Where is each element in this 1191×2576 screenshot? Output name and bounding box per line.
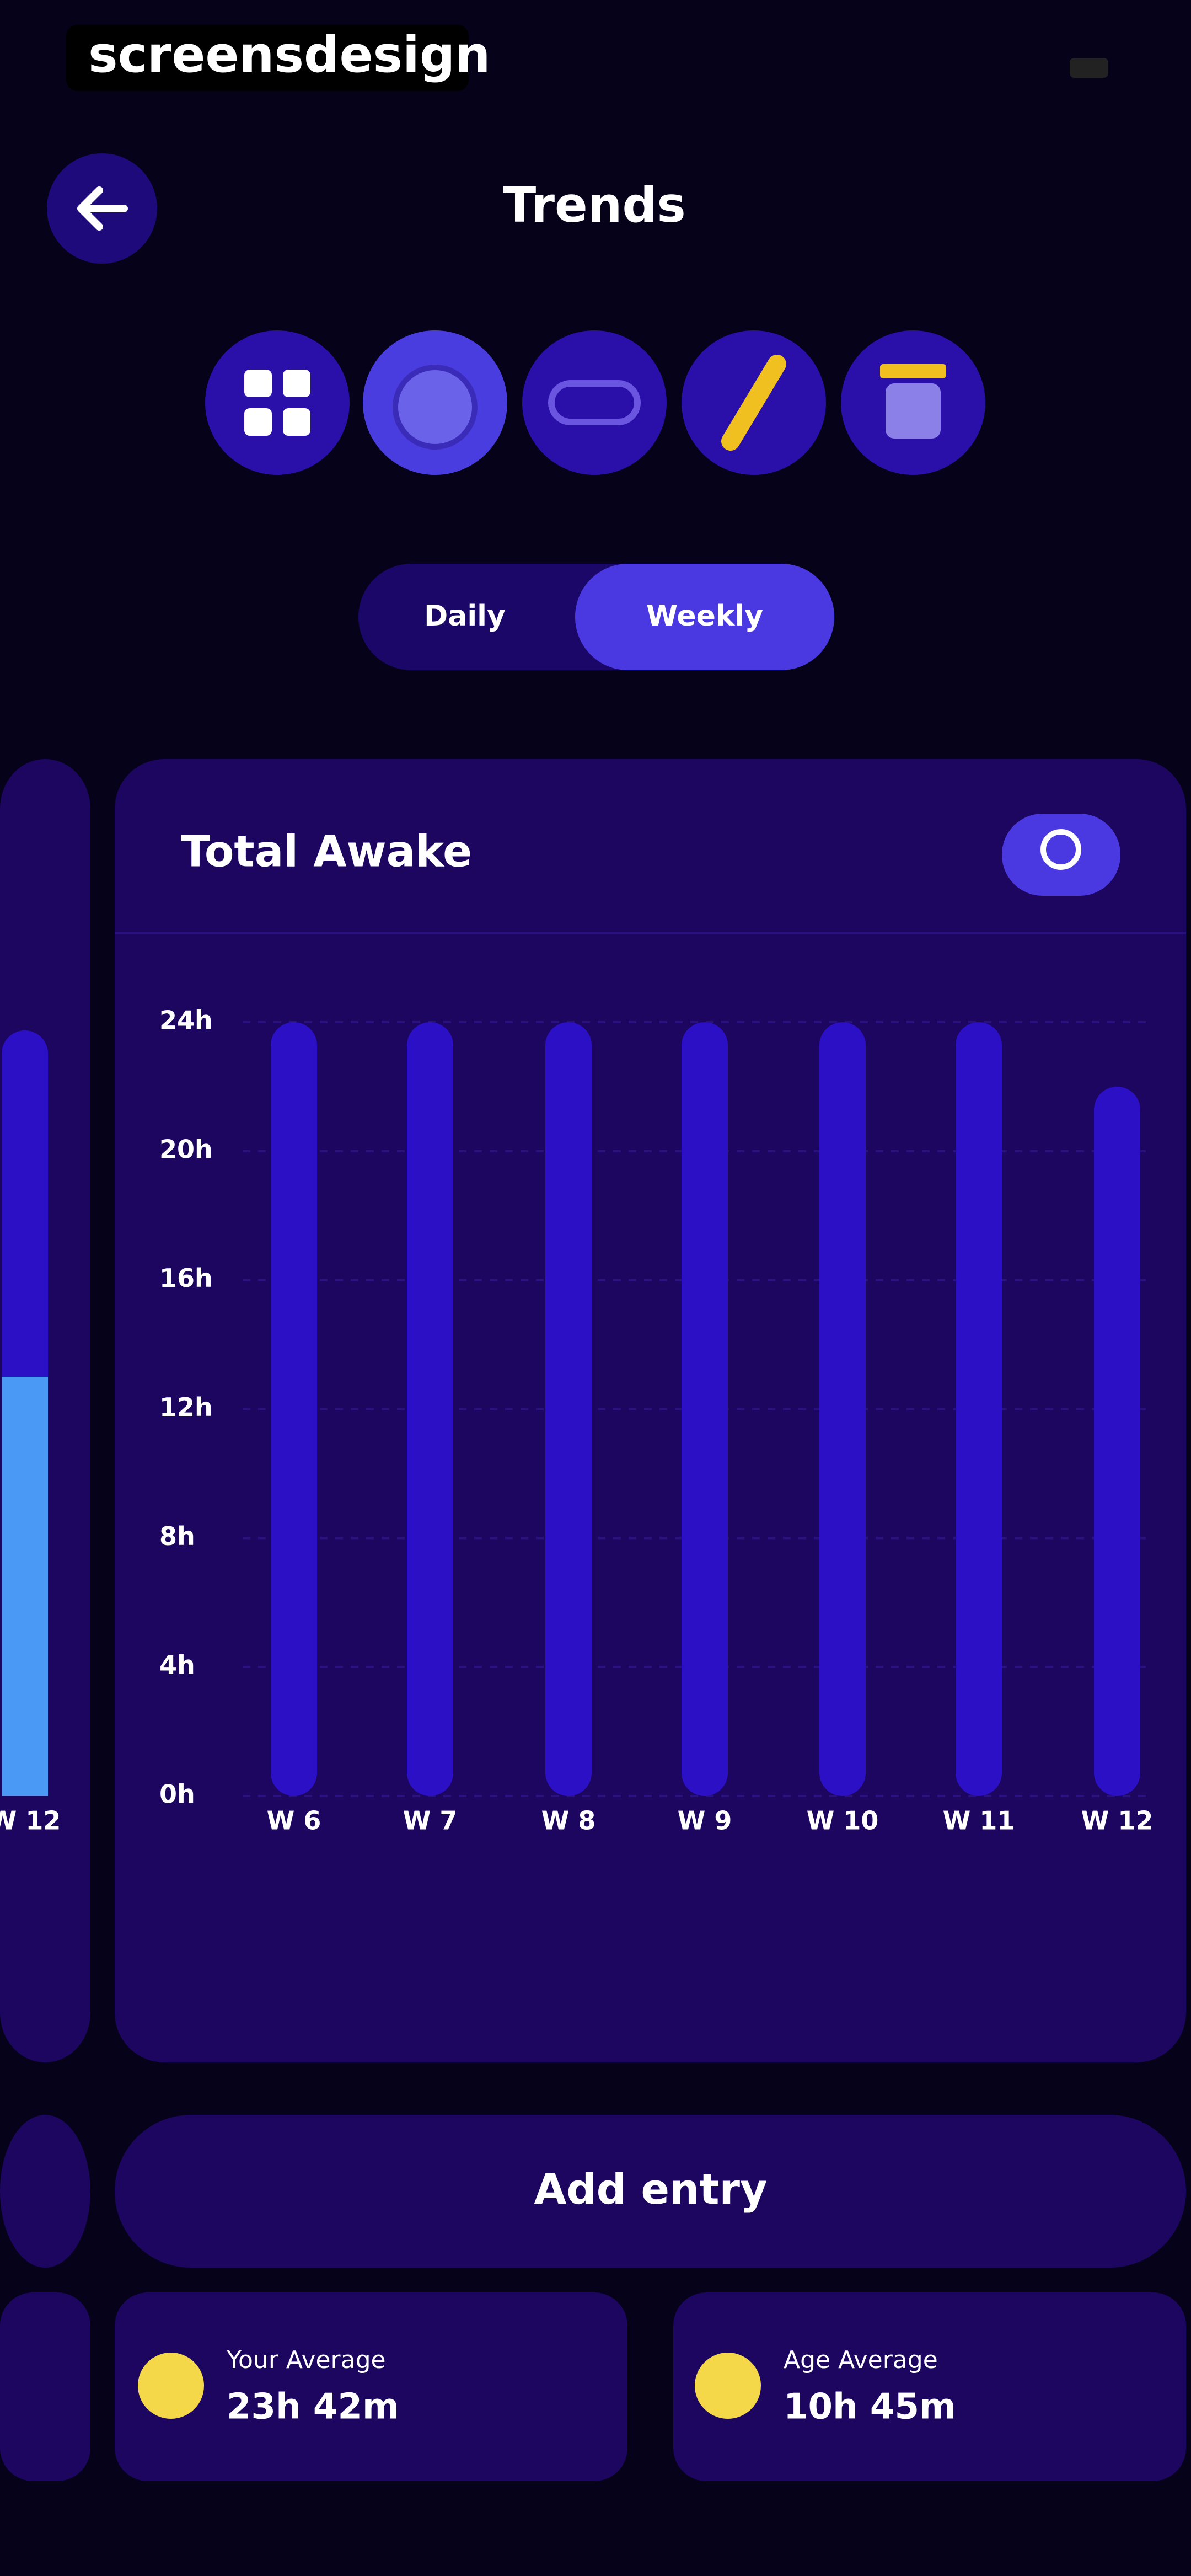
chart-card bbox=[115, 759, 1186, 2062]
toggle-options: Daily Weekly bbox=[424, 564, 834, 670]
bar bbox=[1094, 1086, 1140, 1796]
x-tick-label: W 12 bbox=[0, 1806, 61, 1836]
page-title: Trends bbox=[503, 177, 685, 233]
category-icons bbox=[205, 330, 985, 475]
icon-glyph bbox=[244, 370, 272, 397]
stat-card bbox=[673, 2292, 1186, 2481]
watermark-box bbox=[66, 25, 469, 91]
stat-value: 23h 42m bbox=[227, 2387, 399, 2428]
stat-card bbox=[115, 2292, 627, 2481]
x-tick-label: W 11 bbox=[943, 1806, 1015, 1836]
y-tick-label: 20h bbox=[159, 1134, 213, 1164]
icon-glyph bbox=[283, 408, 310, 436]
y-tick-label: 4h bbox=[159, 1650, 195, 1680]
chart: 0h 4h 8h 12h 16h 20h 24h W 6 W 7 W 8 W 9 W 10 W 11 W … bbox=[159, 1006, 1153, 1836]
y-tick-label: 12h bbox=[159, 1392, 213, 1422]
left-button bbox=[0, 2115, 90, 2268]
icon-glyph bbox=[886, 383, 941, 439]
icon-feed[interactable] bbox=[522, 330, 667, 475]
icon-glyph bbox=[283, 370, 310, 397]
stat-label: Age Average bbox=[784, 2346, 938, 2374]
toggle-option[interactable]: Daily bbox=[424, 600, 506, 633]
stat-emoji bbox=[695, 2353, 761, 2419]
y-tick-label: 8h bbox=[159, 1521, 195, 1551]
left-chart: W 12 bbox=[0, 1030, 61, 1836]
icon-glyph bbox=[244, 408, 272, 436]
x-tick-label: W 9 bbox=[678, 1806, 732, 1836]
x-tick-label: W 7 bbox=[403, 1806, 458, 1836]
toggle-selected bbox=[575, 564, 834, 670]
icon-glyph bbox=[721, 355, 786, 451]
x-tick-label: W 6 bbox=[267, 1806, 321, 1836]
x-tick-label: W 10 bbox=[807, 1806, 879, 1836]
icon-all[interactable] bbox=[205, 330, 350, 475]
icon-glyph bbox=[880, 364, 946, 378]
tip-button[interactable] bbox=[1002, 814, 1120, 896]
battery-icon bbox=[1070, 58, 1108, 78]
bar bbox=[2, 1377, 48, 1796]
bar bbox=[271, 1022, 317, 1796]
x-tick-label: W 12 bbox=[1081, 1806, 1154, 1836]
stat-label: Your Average bbox=[226, 2346, 386, 2374]
stat-emoji bbox=[138, 2353, 204, 2419]
chart-title: Total Awake bbox=[181, 827, 472, 877]
bar bbox=[545, 1022, 592, 1796]
add-entry-button[interactable] bbox=[115, 2115, 1186, 2268]
back-arrow bbox=[77, 186, 128, 231]
stats: Your Average 23h 42m Age Average 10h 45m bbox=[115, 2292, 1186, 2481]
bar bbox=[682, 1022, 728, 1796]
bar bbox=[956, 1022, 1002, 1796]
y-tick-label: 0h bbox=[159, 1779, 195, 1809]
bulb-icon bbox=[1040, 829, 1081, 870]
x-tick-label: W 8 bbox=[541, 1806, 596, 1836]
y-tick-label: 24h bbox=[159, 1006, 213, 1035]
add-entry-label: Add entry bbox=[534, 2165, 767, 2214]
icon-glyph bbox=[393, 365, 478, 450]
y-tick-label: 16h bbox=[159, 1263, 213, 1293]
watermark: screensdesign bbox=[88, 26, 490, 84]
left-stat-card bbox=[0, 2292, 90, 2481]
toggle-option[interactable]: Weekly bbox=[646, 600, 763, 633]
icon-glyph bbox=[548, 380, 641, 425]
bar bbox=[407, 1022, 453, 1796]
bar bbox=[819, 1022, 866, 1796]
stat-value: 10h 45m bbox=[784, 2387, 956, 2428]
